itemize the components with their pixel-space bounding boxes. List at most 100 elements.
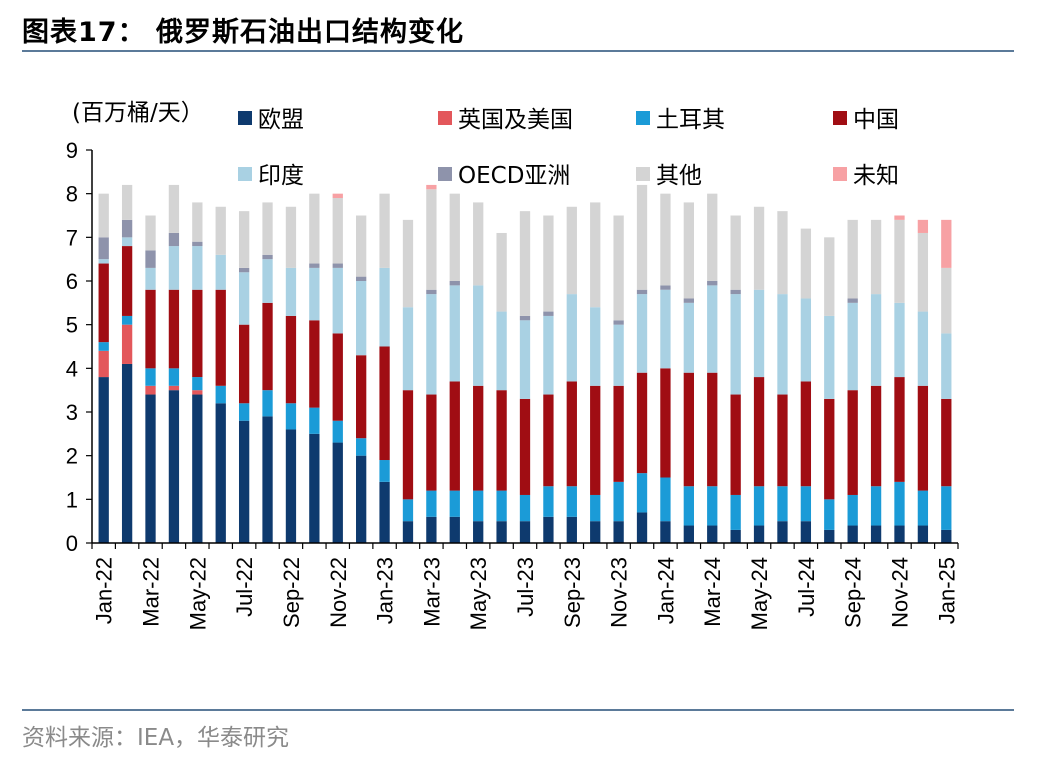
bar-segment-5-14 <box>426 289 437 295</box>
bar-segment-6-5 <box>215 206 226 255</box>
bar-segment-6-12 <box>379 193 390 268</box>
bar-segment-5-22 <box>613 320 624 325</box>
bar-segment-3-30 <box>800 381 812 487</box>
bar-segment-6-7 <box>262 202 273 255</box>
bar-segment-2-19 <box>543 486 554 517</box>
bar-segment-5-4 <box>192 241 203 247</box>
bar-segment-3-32 <box>847 390 858 495</box>
legend-label-2: 土耳其 <box>656 107 725 133</box>
x-tick-label-2: Mar-22 <box>139 557 164 627</box>
legend-swatch-3 <box>833 111 847 125</box>
bar-segment-6-21 <box>590 202 601 308</box>
x-tick-label-24: Jan-24 <box>653 557 678 624</box>
bar-segment-3-33 <box>870 385 882 487</box>
bar-segment-4-27 <box>730 294 741 395</box>
x-tick-label-12: Jan-23 <box>373 557 398 624</box>
bar-segment-2-0 <box>98 342 109 351</box>
bar-segment-0-3 <box>168 390 180 543</box>
bar-segment-4-1 <box>121 237 133 247</box>
bar-segment-2-35 <box>917 490 929 526</box>
bar-segment-0-7 <box>262 416 273 543</box>
bar-segment-2-16 <box>473 490 484 522</box>
bar-segment-2-7 <box>262 390 273 417</box>
legend-label-3: 中国 <box>853 107 899 133</box>
legend-swatch-1 <box>438 111 452 125</box>
bar-segment-4-8 <box>285 267 297 316</box>
y-tick-label-7: 7 <box>66 225 78 250</box>
bar-segment-1-4 <box>192 390 203 395</box>
bar-segment-2-1 <box>121 315 133 325</box>
bar-segment-4-30 <box>800 298 812 382</box>
bar-segment-0-2 <box>145 394 156 543</box>
bar-segment-3-1 <box>121 246 133 316</box>
bar-segment-6-6 <box>238 211 250 268</box>
bar-segment-3-9 <box>309 320 320 408</box>
bar-segment-6-18 <box>519 211 531 316</box>
bar-segment-6-9 <box>309 193 320 264</box>
bar-segment-0-35 <box>917 525 929 543</box>
bar-segment-3-36 <box>941 398 952 487</box>
bar-segment-0-33 <box>870 525 882 543</box>
bar-segment-0-29 <box>777 521 788 543</box>
bar-segment-6-23 <box>636 184 648 290</box>
x-tick-label-30: Jul-24 <box>794 557 819 617</box>
bar-segment-2-29 <box>777 486 788 522</box>
bar-segment-5-10 <box>332 263 343 268</box>
bar-segment-2-9 <box>309 407 320 434</box>
bar-segment-7-34 <box>894 215 905 220</box>
bar-segment-0-28 <box>753 525 765 543</box>
bar-segment-3-2 <box>145 289 156 369</box>
bar-segment-4-15 <box>449 285 460 382</box>
legend-label-0: 欧盟 <box>258 107 304 133</box>
bar-segment-5-6 <box>238 267 250 273</box>
legend-label-4: 印度 <box>258 163 304 189</box>
bar-segment-6-29 <box>777 211 788 295</box>
x-tick-label-14: Mar-23 <box>419 557 444 627</box>
bar-segment-4-33 <box>870 294 882 386</box>
bar-segment-2-18 <box>519 494 531 522</box>
bar-segment-2-27 <box>730 494 741 530</box>
bar-segment-4-9 <box>309 267 320 321</box>
bar-segment-5-11 <box>356 276 367 281</box>
bar-segment-0-32 <box>847 525 858 543</box>
bar-segment-6-36 <box>941 267 952 334</box>
x-tick-label-22: Nov-23 <box>607 557 632 628</box>
x-tick-label-34: Nov-24 <box>887 557 912 628</box>
bar-segment-0-19 <box>543 516 554 543</box>
bar-segment-6-34 <box>894 219 905 303</box>
bar-segment-3-23 <box>636 372 648 474</box>
x-tick-label-0: Jan-22 <box>92 557 117 624</box>
bar-segment-4-17 <box>496 311 507 391</box>
bar-segment-4-2 <box>145 267 156 290</box>
bar-segment-1-3 <box>168 385 180 391</box>
bar-segment-2-10 <box>332 420 343 443</box>
bar-segment-3-11 <box>356 355 367 439</box>
bar-segment-2-25 <box>683 486 694 526</box>
bar-segment-0-4 <box>192 394 203 543</box>
bar-segment-4-21 <box>590 307 601 386</box>
bar-segment-6-20 <box>566 206 577 295</box>
x-tick-label-20: Sep-23 <box>560 557 585 628</box>
bar-segment-4-0 <box>98 259 109 264</box>
x-tick-label-28: May-24 <box>747 557 772 630</box>
bar-segment-5-9 <box>309 263 320 268</box>
bar-segment-7-35 <box>917 219 929 233</box>
x-tick-label-18: Jul-23 <box>513 557 538 617</box>
bar-segment-3-22 <box>613 385 624 482</box>
bar-segment-6-16 <box>473 202 484 286</box>
bar-segment-4-13 <box>402 307 414 391</box>
y-tick-label-6: 6 <box>66 269 78 294</box>
bar-segment-5-19 <box>543 311 554 316</box>
legend-swatch-6 <box>636 167 650 181</box>
bar-segment-3-7 <box>262 302 273 391</box>
bar-segment-6-10 <box>332 198 343 264</box>
bar-segment-4-35 <box>917 311 929 386</box>
bar-segment-0-30 <box>800 521 812 543</box>
bar-segment-5-25 <box>683 298 694 303</box>
bar-segment-0-14 <box>426 516 437 543</box>
bar-segment-6-17 <box>496 232 507 312</box>
title-rule <box>22 50 1014 52</box>
bar-segment-4-32 <box>847 302 858 391</box>
bar-segment-3-16 <box>473 385 484 491</box>
bar-segment-0-9 <box>309 433 320 543</box>
